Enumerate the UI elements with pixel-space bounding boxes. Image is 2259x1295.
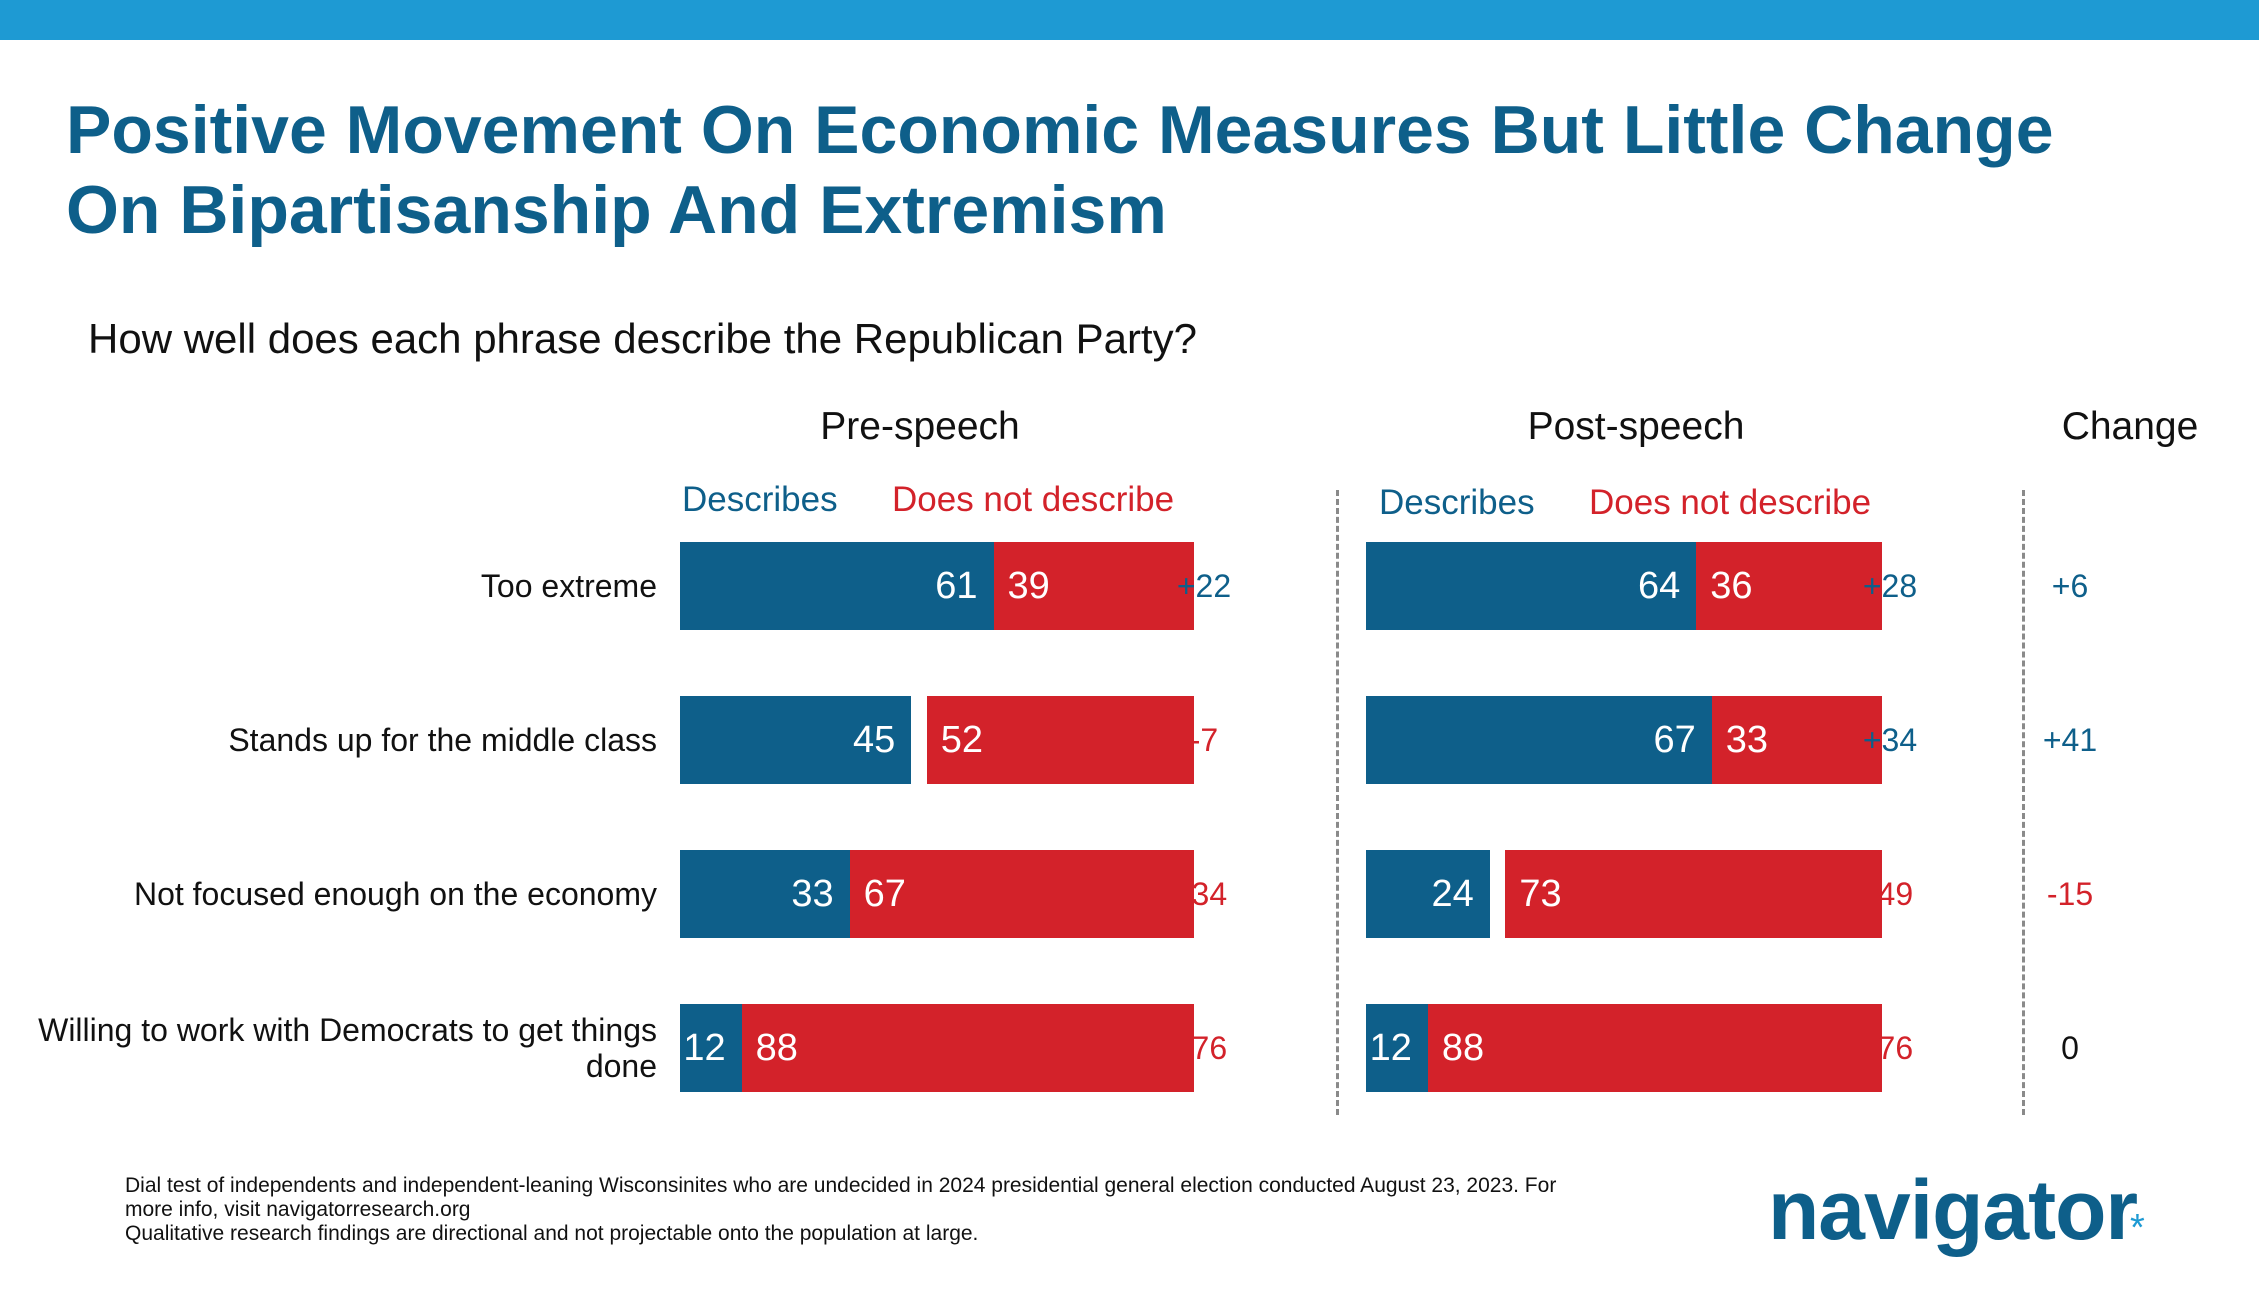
pre-not-describe-bar: 52	[926, 696, 1194, 784]
top-accent-bar	[0, 0, 2259, 40]
category-label: Stands up for the middle class	[228, 722, 657, 758]
footnote-line-1: Dial test of independents and independen…	[125, 1174, 1557, 1221]
post-net-value: +34	[1862, 722, 1918, 758]
pre-describes-value: 61	[935, 565, 978, 607]
divider-pre-post	[1336, 490, 1339, 1115]
change-value: 0	[2061, 1030, 2079, 1066]
category-label: Not focused enough on the economy	[133, 876, 657, 912]
pre-not-describe-bar: 88	[741, 1004, 1194, 1092]
pre-net-value: +22	[1176, 568, 1232, 604]
pre-describes-value: 12	[683, 1027, 726, 1069]
footnote-line-2: Qualitative research findings are direct…	[125, 1222, 979, 1245]
pre-not-describe-bar: 39	[993, 542, 1194, 630]
post-describes-bar: 24	[1366, 850, 1490, 938]
pre-not-describe-bar: 67	[849, 850, 1194, 938]
page-title: Positive Movement On Economic Measures B…	[66, 90, 2166, 250]
pre-net-value: -7	[1189, 722, 1219, 758]
pre-describes-bar: 45	[680, 696, 912, 784]
divider-post-change	[2022, 490, 2025, 1115]
title-line-2: On Bipartisanship And Extremism	[66, 172, 1167, 248]
post-describes-bar: 64	[1366, 542, 1697, 630]
pre-legend-describes: Describes	[682, 480, 838, 519]
category-label: Willing to work with Democrats to get th…	[38, 1012, 657, 1084]
post-not-describe-value: 73	[1519, 873, 1562, 915]
post-legend-describes: Describes	[1379, 483, 1535, 522]
post-describes-bar: 12	[1366, 1004, 1428, 1092]
post-legend-not-describe: Does not describe	[1589, 483, 1872, 522]
chart-question: How well does each phrase describe the R…	[88, 315, 1197, 362]
pre-not-describe-value: 52	[940, 719, 983, 761]
pre-not-describe-value: 67	[863, 873, 906, 915]
pre-speech-header: Pre-speech	[820, 405, 1020, 448]
pre-describes-value: 33	[791, 873, 834, 915]
pre-describes-bar: 12	[680, 1004, 742, 1092]
pre-legend-not-describe: Does not describe	[892, 480, 1175, 519]
post-not-describe-value: 33	[1725, 719, 1768, 761]
post-not-describe-bar: 73	[1505, 850, 1882, 938]
change-header: Change	[2061, 405, 2199, 448]
footnote: Dial test of independents and independen…	[125, 1174, 1585, 1246]
post-describes-value: 67	[1653, 719, 1696, 761]
pre-net-value: -76	[1180, 1030, 1228, 1066]
post-speech-header: Post-speech	[1527, 405, 1745, 448]
post-describes-value: 64	[1637, 565, 1681, 607]
pre-net-value: -34	[1180, 876, 1228, 912]
change-value: +41	[2042, 722, 2098, 758]
pre-describes-bar: 33	[680, 850, 850, 938]
post-not-describe-value: 36	[1710, 565, 1753, 607]
post-not-describe-bar: 88	[1427, 1004, 1882, 1092]
change-value: -15	[2046, 876, 2094, 912]
category-label: Too extreme	[480, 568, 657, 604]
change-value: +6	[2051, 568, 2089, 604]
post-describes-value: 12	[1369, 1027, 1412, 1069]
post-not-describe-value: 88	[1441, 1027, 1485, 1069]
pre-not-describe-value: 39	[1007, 565, 1050, 607]
pre-describes-value: 45	[853, 719, 896, 761]
post-net-value: +28	[1862, 568, 1918, 604]
pre-describes-bar: 61	[680, 542, 994, 630]
post-not-describe-bar: 33	[1711, 696, 1882, 784]
post-describes-bar: 67	[1366, 696, 1712, 784]
post-net-value: -49	[1866, 876, 1914, 912]
post-net-value: -76	[1866, 1030, 1914, 1066]
post-describes-value: 24	[1431, 873, 1474, 915]
pre-not-describe-value: 88	[755, 1027, 798, 1069]
post-not-describe-bar: 36	[1696, 542, 1882, 630]
logo-asterisk-icon: *	[2130, 1207, 2145, 1249]
navigator-logo: navigator	[1768, 1163, 2138, 1257]
title-line-1: Positive Movement On Economic Measures B…	[66, 92, 2054, 168]
